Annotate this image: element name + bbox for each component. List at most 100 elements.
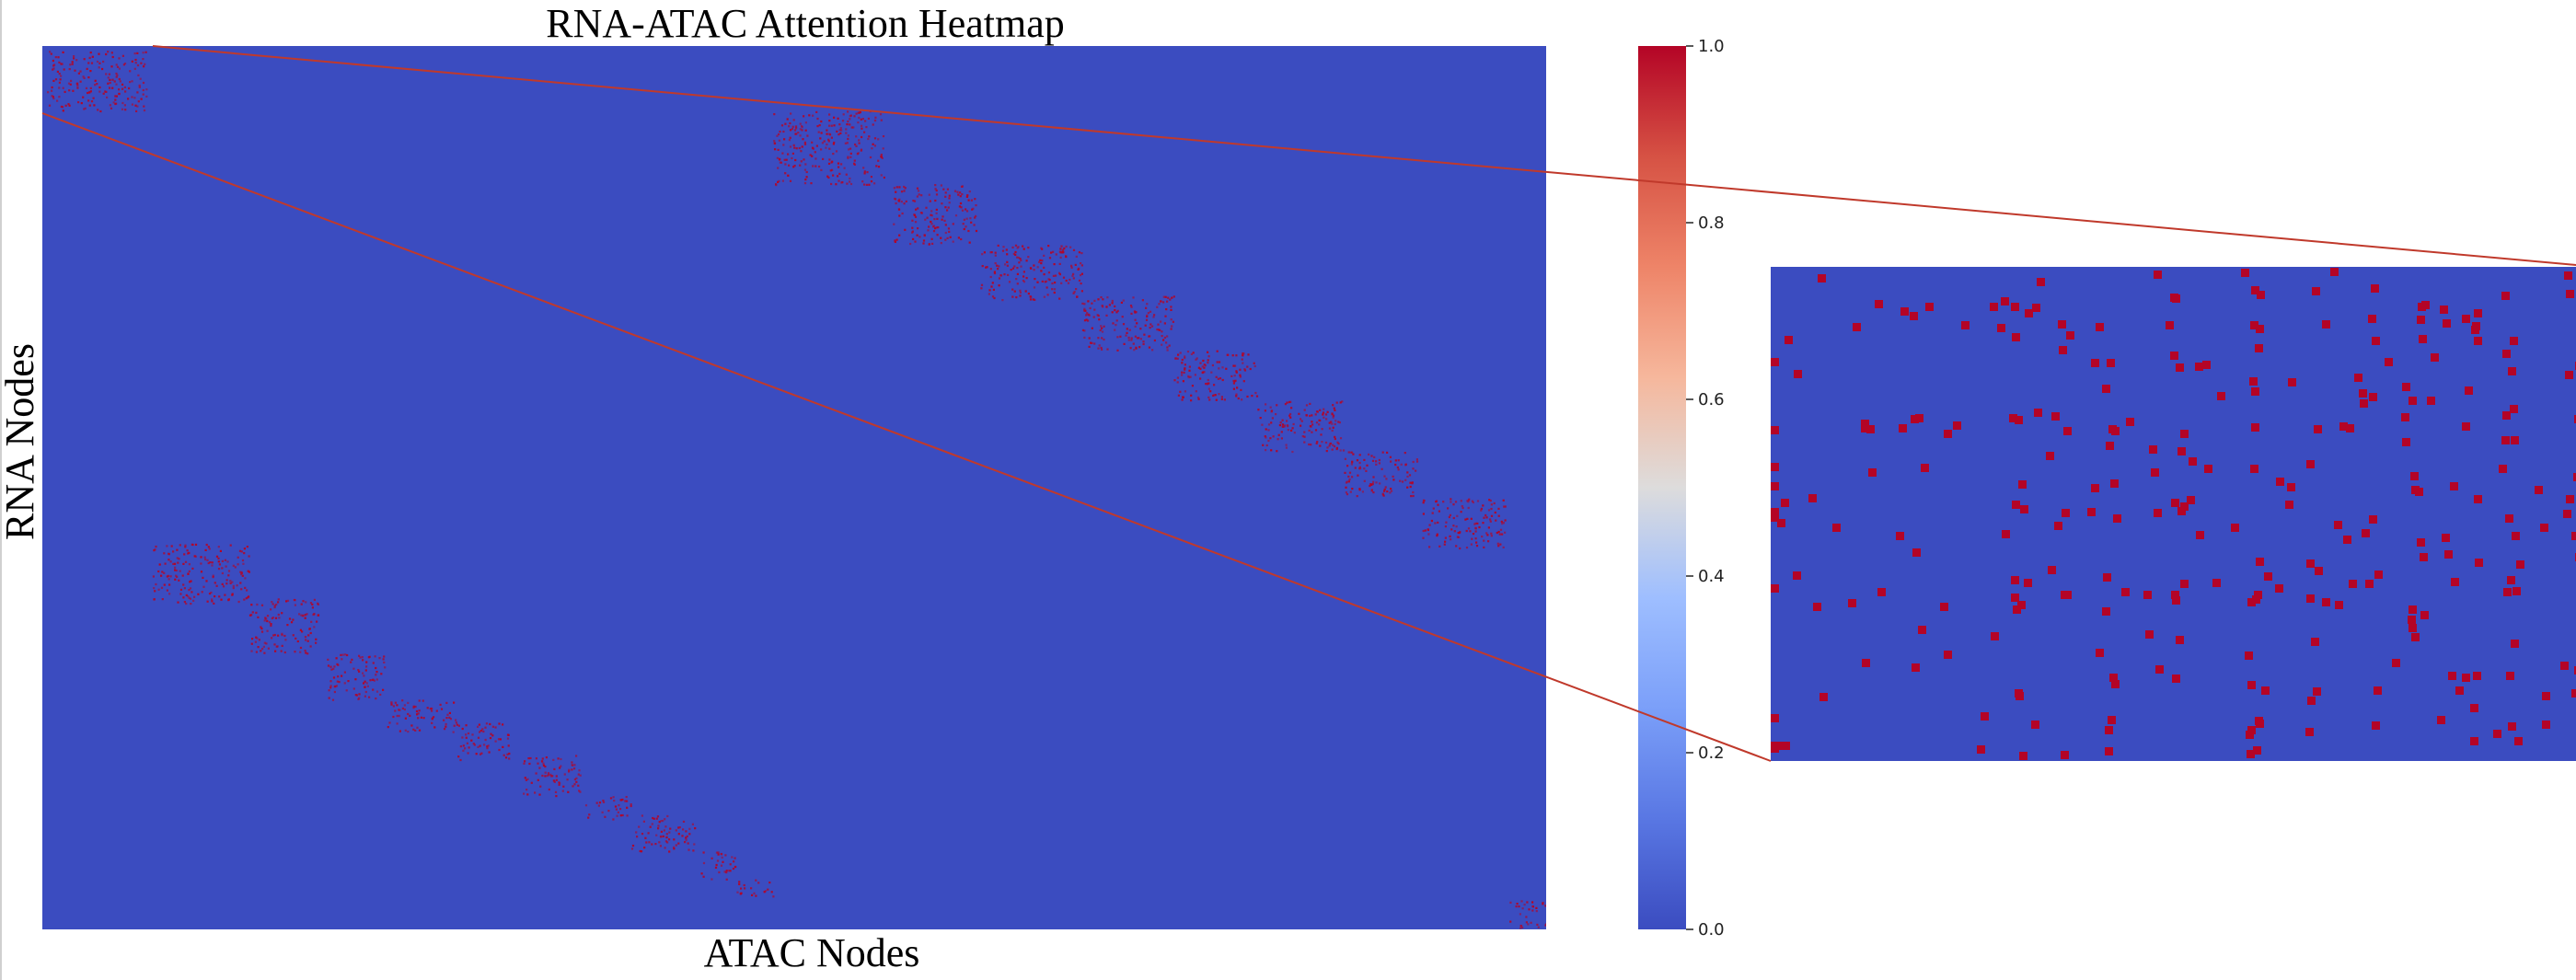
heatmap-cell — [664, 818, 666, 821]
inset-cell — [2505, 514, 2513, 523]
heatmap-cell — [811, 155, 814, 157]
heatmap-cell — [57, 56, 60, 59]
heatmap-cell — [452, 731, 455, 733]
heatmap-cell — [755, 894, 757, 897]
heatmap-cell — [261, 648, 264, 651]
heatmap-cell — [508, 752, 511, 755]
heatmap-cell — [1290, 429, 1293, 432]
heatmap-cell — [827, 140, 830, 143]
heatmap-cell — [241, 559, 245, 562]
inset-cell — [2368, 315, 2376, 323]
heatmap-cell — [1285, 446, 1288, 449]
heatmap-cell — [375, 666, 377, 670]
heatmap-cell — [232, 564, 235, 567]
heatmap-cell — [1233, 375, 1236, 377]
heatmap-cell — [822, 157, 825, 160]
heatmap-cell — [922, 239, 926, 242]
inset-cell — [2440, 306, 2448, 314]
heatmap-cell — [816, 117, 819, 121]
heatmap-cell — [206, 559, 209, 561]
heatmap-cell — [1308, 429, 1311, 432]
heatmap-cell — [931, 242, 934, 245]
heatmap-cell — [285, 600, 288, 603]
heatmap-cell — [1422, 529, 1425, 533]
heatmap-cell — [128, 86, 131, 90]
inset-cell — [2154, 509, 2162, 517]
heatmap-cell — [1234, 379, 1237, 382]
heatmap-cell — [1504, 519, 1507, 522]
heatmap-cell — [1083, 329, 1086, 332]
heatmap-cell — [604, 815, 606, 818]
heatmap-cell — [1289, 412, 1292, 416]
heatmap-cell — [767, 888, 769, 891]
heatmap-cell — [115, 102, 118, 105]
heatmap-cell — [1255, 395, 1259, 398]
heatmap-cell — [1482, 504, 1484, 507]
heatmap-cell — [134, 104, 137, 107]
heatmap-cell — [534, 791, 537, 794]
heatmap-cell — [975, 204, 977, 207]
heatmap-cell — [1326, 410, 1329, 413]
heatmap-cell — [1172, 320, 1174, 323]
heatmap-cell — [953, 190, 957, 192]
heatmap-cell — [1130, 312, 1133, 315]
heatmap-cell — [1478, 525, 1481, 529]
heatmap-cell — [965, 225, 967, 228]
heatmap-cell — [1280, 431, 1283, 433]
heatmap-cell — [110, 52, 113, 54]
heatmap-cell — [966, 194, 969, 197]
heatmap-cell — [1044, 281, 1046, 283]
heatmap-cell — [1076, 295, 1079, 298]
heatmap-cell — [753, 892, 756, 894]
heatmap-cell — [619, 808, 622, 811]
inset-cell — [2176, 636, 2184, 644]
heatmap-cell — [1165, 308, 1168, 311]
heatmap-cell — [1047, 271, 1051, 274]
heatmap-cell — [240, 573, 243, 576]
heatmap-cell — [787, 174, 790, 177]
heatmap-cell — [940, 242, 942, 245]
heatmap-cell — [1466, 517, 1469, 520]
heatmap-cell — [340, 653, 342, 656]
heatmap-cell — [575, 780, 578, 783]
heatmap-cell — [462, 749, 465, 752]
heatmap-cell — [237, 556, 239, 559]
heatmap-cell — [959, 191, 962, 194]
heatmap-cell — [893, 187, 895, 190]
chart-title: RNA-ATAC Attention Heatmap — [546, 1, 1065, 46]
inset-cell — [1997, 324, 2005, 332]
heatmap-cell — [331, 698, 335, 701]
inset-cell — [2470, 704, 2478, 712]
heatmap-cell — [1467, 527, 1471, 530]
heatmap-cell — [658, 841, 661, 844]
heatmap-cell — [316, 620, 318, 623]
heatmap-cell — [1281, 423, 1285, 426]
heatmap-cell — [1319, 419, 1322, 422]
heatmap-cell — [835, 183, 837, 186]
heatmap-cell — [1249, 367, 1252, 371]
heatmap-cell — [626, 800, 629, 802]
heatmap-cell — [715, 851, 719, 854]
heatmap-cell — [839, 127, 842, 130]
heatmap-cell — [691, 823, 694, 825]
inset-cell — [2015, 416, 2023, 424]
heatmap-cell — [933, 218, 936, 221]
heatmap-cell — [111, 78, 114, 81]
heatmap-cell — [232, 587, 235, 590]
heatmap-cell — [1519, 924, 1522, 928]
inset-cell — [1848, 599, 1856, 607]
inset-cell — [2246, 731, 2254, 739]
heatmap-cell — [647, 832, 650, 835]
heatmap-cell — [537, 778, 539, 781]
heatmap-cell — [936, 234, 939, 236]
heatmap-cell — [961, 209, 965, 212]
inset-cell — [1771, 584, 1779, 593]
heatmap-cell — [1496, 531, 1498, 535]
heatmap-cell — [1181, 371, 1184, 374]
heatmap-cell — [555, 795, 558, 798]
heatmap-cell — [1006, 260, 1009, 263]
heatmap-cell — [858, 142, 861, 144]
heatmap-cell — [170, 545, 173, 548]
heatmap-cell — [973, 224, 976, 226]
heatmap-cell — [904, 228, 907, 231]
